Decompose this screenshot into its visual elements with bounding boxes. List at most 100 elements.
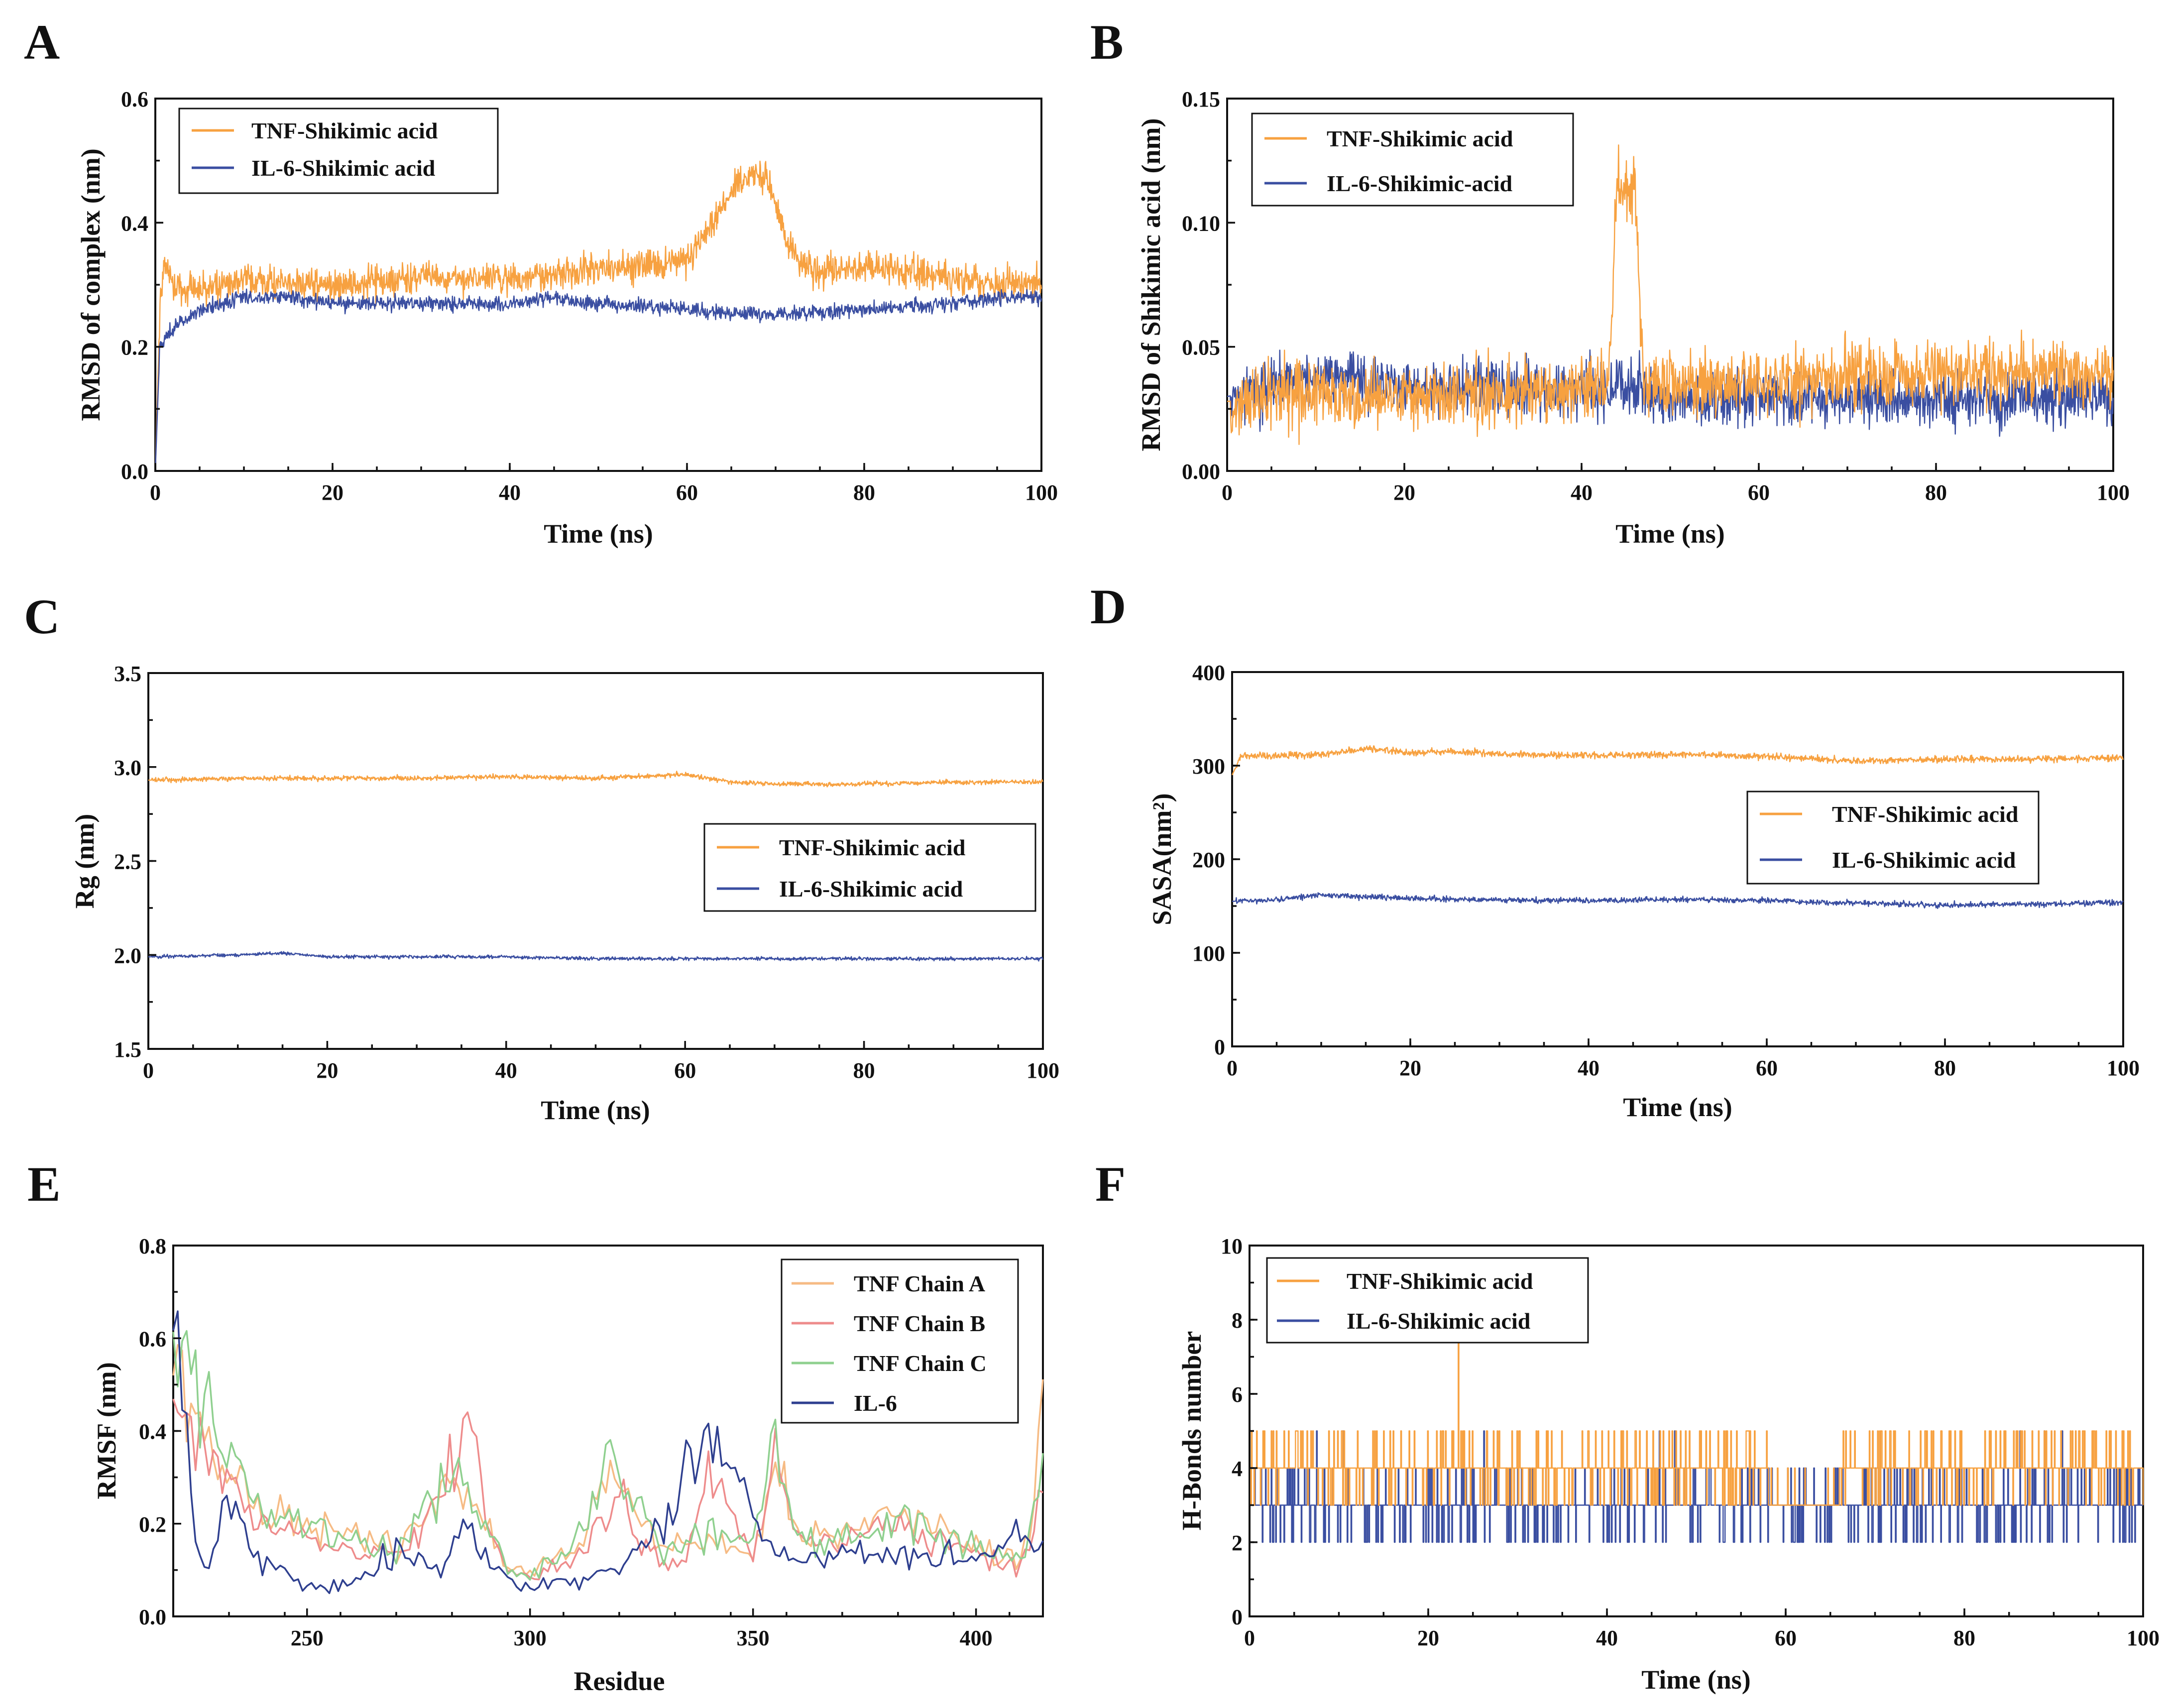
x-tick-label-b-60: 60: [1748, 480, 1770, 505]
x-tick-label-c-20: 20: [316, 1058, 338, 1083]
y-tick-label-d-200: 200: [1192, 848, 1225, 872]
legend-label-chain-c: TNF Chain C: [854, 1351, 987, 1376]
y-axis-title-e: RMSF (nm): [92, 1362, 121, 1499]
x-tick-label-f-80: 80: [1953, 1626, 1975, 1650]
y-tick-label-d-100: 100: [1192, 941, 1225, 966]
series-group-f: [1250, 1319, 2144, 1543]
x-tick-label-a-40: 40: [499, 480, 521, 505]
series-group-a: [154, 160, 1042, 471]
x-axis-title-e: Residue: [573, 1666, 665, 1696]
panel-label-e: E: [27, 1156, 61, 1212]
series-line-a-tnf-shikimic-acid: [154, 160, 1042, 471]
x-tick-label-a-20: 20: [322, 480, 343, 505]
y-axis-title-d: SASA(nm²): [1147, 793, 1177, 925]
legend-box-d: [1746, 791, 2040, 885]
legend-label-il6-a: IL-6-Shikimic acid: [251, 155, 436, 181]
y-tick-label-f-8: 8: [1232, 1308, 1243, 1333]
y-tick-label-e-0.0: 0.0: [139, 1605, 166, 1629]
series-line-b-tnf-shikimic-acid: [1227, 144, 2114, 445]
x-tick-label-d-80: 80: [1934, 1056, 1956, 1080]
x-tick-label-a-100: 100: [1025, 480, 1058, 505]
y-tick-label-c-3.5: 3.5: [114, 662, 141, 686]
y-tick-label-c-2.5: 2.5: [114, 850, 141, 874]
x-tick-label-d-20: 20: [1399, 1056, 1421, 1080]
x-tick-label-c-80: 80: [853, 1058, 875, 1083]
y-tick-label-f-0: 0: [1232, 1605, 1243, 1629]
x-tick-label-c-0: 0: [143, 1058, 154, 1083]
y-tick-label-f-4: 4: [1232, 1457, 1243, 1481]
panel-b: B 0 20 40 60 80 100 0.00 0.05 0.10 0.15 Time (ns)…: [1090, 14, 2130, 549]
legend-box-b: [1251, 113, 1574, 207]
series-line-e-tnf-chain-b: [172, 1398, 1043, 1581]
series-line-d-il-6-shikimic-acid: [1232, 892, 2124, 910]
series-group-e: [172, 1310, 1044, 1594]
y-tick-label-c-3.0: 3.0: [114, 756, 141, 780]
y-tick-label-e-0.6: 0.6: [139, 1327, 166, 1351]
series-group-b: [1227, 144, 2114, 445]
y-tick-label-d-400: 400: [1192, 661, 1225, 685]
y-tick-label-b-0.15: 0.15: [1182, 87, 1220, 112]
ticks-group-f: 0 20 40 60 80 100 0 2 4 6 8 10: [1221, 1234, 2160, 1650]
y-tick-label-c-1.5: 1.5: [114, 1037, 141, 1062]
legend-label-chain-b: TNF Chain B: [854, 1311, 985, 1336]
x-tick-label-f-100: 100: [2127, 1626, 2160, 1650]
panel-a: A 0 20 40 60 80 100 0.0 0.2 0.4 0.6 Time (ns) RMS…: [24, 14, 1058, 549]
ticks-group-b: 0 20 40 60 80 100 0.00 0.05 0.10 0.15: [1182, 87, 2130, 505]
legend-label-chain-a: TNF Chain A: [854, 1271, 985, 1296]
x-tick-label-e-350: 350: [737, 1626, 770, 1650]
legend-box-a: [178, 108, 499, 194]
series-group-c: [148, 771, 1044, 962]
panel-label-b: B: [1090, 14, 1124, 70]
legend-label-tnf-b: TNF-Shikimic acid: [1327, 126, 1513, 151]
x-tick-label-b-0: 0: [1222, 480, 1233, 505]
x-tick-label-e-400: 400: [960, 1626, 993, 1650]
x-tick-label-d-60: 60: [1756, 1056, 1778, 1080]
x-tick-label-d-100: 100: [2107, 1056, 2140, 1080]
x-tick-label-b-100: 100: [2097, 480, 2130, 505]
y-tick-label-e-0.8: 0.8: [139, 1234, 166, 1258]
series-line-f-il-6-shikimic-acid: [1250, 1430, 2143, 1543]
series-line-d-tnf-shikimic-acid: [1231, 745, 2124, 776]
y-tick-label-b-0.05: 0.05: [1182, 336, 1220, 360]
x-tick-label-f-40: 40: [1596, 1626, 1618, 1650]
ticks-group-e: 250 300 350 400 0.0 0.2 0.4 0.6 0.8: [139, 1234, 1011, 1650]
ticks-group-a: 0 20 40 60 80 100 0.0 0.2 0.4 0.6: [121, 87, 1058, 505]
panel-e: E 250 300 350 400 0.0 0.2 0.4 0.6 0.8 Residue RM…: [27, 1156, 1044, 1696]
x-tick-label-e-300: 300: [514, 1626, 547, 1650]
legend-label-il6-f: IL-6-Shikimic acid: [1347, 1308, 1531, 1334]
y-tick-label-a-0.2: 0.2: [121, 336, 148, 360]
y-tick-label-b-0.10: 0.10: [1182, 211, 1220, 235]
y-tick-label-f-6: 6: [1232, 1382, 1243, 1407]
series-line-f-tnf-shikimic-acid: [1250, 1319, 2144, 1506]
y-axis-title-a: RMSD of complex (nm): [76, 148, 106, 421]
legend-label-tnf-d: TNF-Shikimic acid: [1832, 801, 2019, 827]
x-tick-label-d-40: 40: [1578, 1056, 1599, 1080]
x-tick-label-d-0: 0: [1227, 1056, 1238, 1080]
panel-label-d: D: [1090, 579, 1126, 634]
x-tick-label-f-60: 60: [1775, 1626, 1797, 1650]
panel-d: D 0 20 40 60 80 100 0 100 200 300 400 Time (ns) SA…: [1090, 579, 2140, 1122]
y-axis-title-c: Rg (nm): [70, 814, 100, 909]
x-tick-label-f-20: 20: [1417, 1626, 1439, 1650]
panel-f: F 0 20 40 60 80 100 0 2 4 6 8 10 Time (ns) H-Bonds …: [1095, 1156, 2160, 1695]
x-tick-label-b-20: 20: [1393, 480, 1415, 505]
y-tick-label-e-0.2: 0.2: [139, 1512, 166, 1537]
x-tick-label-c-40: 40: [495, 1058, 517, 1083]
series-group-d: [1231, 745, 2124, 910]
legend-d: TNF-Shikimic acid IL-6-Shikimic acid: [1746, 791, 2040, 885]
x-axis-title-b: Time (ns): [1615, 519, 1725, 549]
x-tick-label-f-0: 0: [1244, 1626, 1255, 1650]
y-tick-label-d-0: 0: [1214, 1035, 1225, 1059]
legend-label-tnf-f: TNF-Shikimic acid: [1347, 1268, 1533, 1294]
y-axis-title-b: RMSD of Shikimic acid (nm): [1136, 118, 1166, 451]
y-tick-label-f-2: 2: [1232, 1531, 1243, 1555]
series-line-c-il-6-shikimic-acid: [148, 951, 1044, 962]
panel-label-c: C: [24, 589, 60, 644]
x-tick-label-b-40: 40: [1571, 480, 1593, 505]
x-tick-label-a-80: 80: [853, 480, 875, 505]
ticks-group-c: 0 20 40 60 80 100 1.5 2.0 2.5 3.0 3.5: [114, 662, 1059, 1083]
legend-e: TNF Chain A TNF Chain B TNF Chain C IL-6: [781, 1258, 1019, 1424]
y-tick-label-a-0.6: 0.6: [121, 87, 148, 112]
x-axis-title-f: Time (ns): [1641, 1665, 1751, 1695]
